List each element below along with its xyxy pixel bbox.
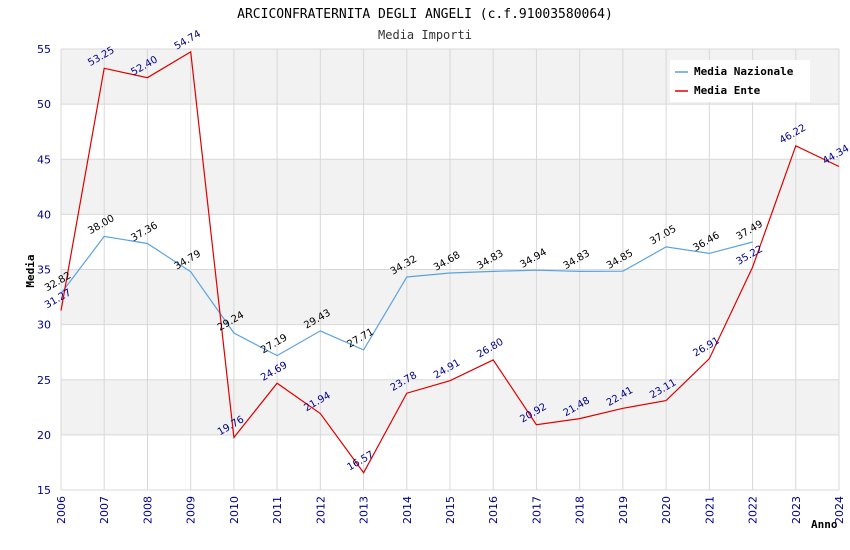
x-tick-label: 2019	[617, 496, 630, 524]
y-tick-label: 35	[37, 264, 51, 277]
y-tick-label: 30	[37, 319, 51, 332]
series-lines	[60, 50, 840, 474]
y-tick-label: 25	[37, 374, 51, 387]
series-line-nazionale	[60, 235, 753, 357]
x-tick-label: 2013	[358, 496, 371, 524]
x-tick-label: 2014	[401, 496, 414, 524]
chart-subtitle: Media Importi	[378, 28, 472, 42]
x-tick-label: 2009	[185, 496, 198, 524]
y-tick-label: 50	[37, 98, 51, 111]
gridlines	[60, 48, 840, 491]
x-axis-label: Anno	[811, 518, 838, 531]
y-tick-labels: 15 20 25 30 35 40 45 50 55	[37, 43, 51, 497]
legend-label-nazionale: Media Nazionale	[694, 65, 794, 78]
x-tick-label: 2007	[98, 496, 111, 524]
x-tick-label: 2018	[574, 496, 587, 524]
y-tick-label: 45	[37, 153, 51, 166]
x-tick-label: 2021	[703, 496, 716, 524]
x-tick-label: 2022	[747, 496, 760, 524]
y-axis-label: Media	[24, 254, 37, 287]
x-tick-label: 2006	[55, 496, 68, 524]
x-tick-labels: 2006 2007 2008 2009 2010 2011 2012 2013 2014 2015…	[55, 496, 846, 524]
x-tick-label: 2011	[271, 496, 284, 524]
chart-title: ARCICONFRATERNITA DEGLI ANGELI (c.f.9100…	[237, 7, 613, 22]
x-tick-label: 2012	[314, 496, 327, 524]
x-tick-label: 2020	[660, 496, 673, 524]
x-tick-label: 2010	[228, 496, 241, 524]
x-tick-label: 2017	[530, 496, 543, 524]
y-tick-label: 40	[37, 208, 51, 221]
series-line-ente	[60, 50, 840, 474]
legend: Media Nazionale Media Ente	[670, 60, 810, 102]
x-tick-label: 2016	[487, 496, 500, 524]
legend-label-ente: Media Ente	[694, 84, 761, 97]
y-tick-label: 15	[37, 484, 51, 497]
x-tick-label: 2015	[444, 496, 457, 524]
x-tick-label: 2024	[833, 496, 846, 524]
x-tick-label: 2023	[790, 496, 803, 524]
legend-box	[670, 60, 810, 102]
y-tick-label: 20	[37, 429, 51, 442]
x-tick-label: 2008	[141, 496, 154, 524]
y-tick-label: 55	[37, 43, 51, 56]
